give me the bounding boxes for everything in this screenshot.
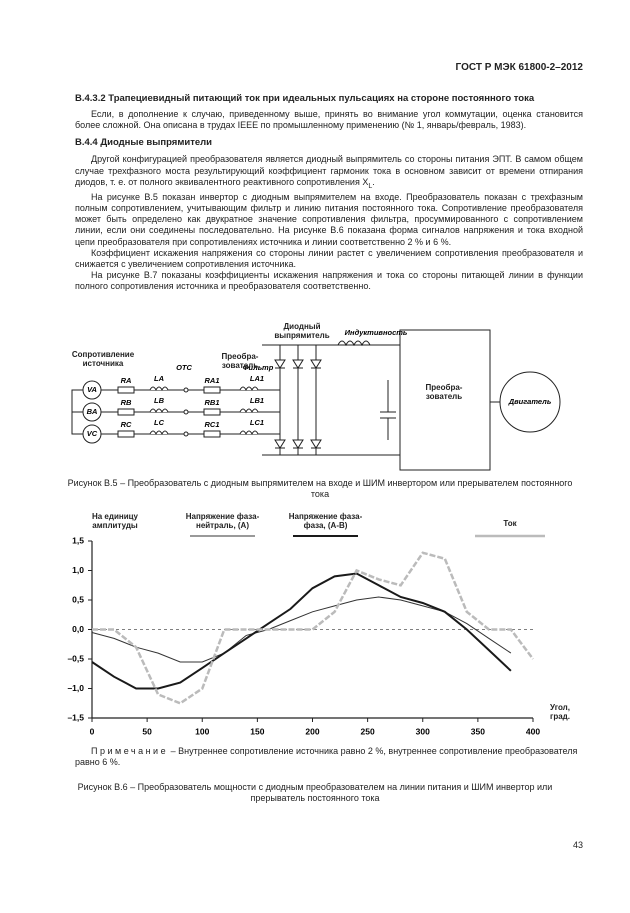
note-text: – Внутреннее сопротивление источника рав… bbox=[75, 746, 578, 768]
wire bbox=[71, 389, 83, 435]
resistor bbox=[117, 430, 135, 438]
label: LA1 bbox=[250, 374, 264, 383]
y-tick-label: 1,5 bbox=[72, 535, 84, 545]
source-label: BA bbox=[87, 407, 98, 416]
diode bbox=[292, 359, 304, 369]
resistor bbox=[117, 408, 135, 416]
inductor bbox=[337, 340, 371, 347]
x-tick-label: 350 bbox=[471, 726, 485, 736]
y-tick-label: –0,5 bbox=[67, 653, 84, 663]
source-label: VA bbox=[87, 385, 97, 394]
diode bbox=[274, 359, 286, 369]
note-label: Примечание bbox=[91, 746, 169, 756]
y-tick-label: 1,0 bbox=[72, 565, 84, 575]
inductor bbox=[239, 386, 259, 392]
motor bbox=[499, 371, 561, 433]
diode bbox=[310, 439, 322, 449]
node bbox=[183, 431, 189, 437]
label: Фильтр bbox=[243, 363, 274, 372]
label: Преобра-зователь bbox=[425, 383, 463, 401]
x-tick-label: 300 bbox=[416, 726, 430, 736]
inductor bbox=[149, 408, 169, 414]
label: RA1 bbox=[204, 376, 219, 385]
label: LC bbox=[154, 418, 165, 427]
header: ГОСТ Р МЭК 61800-2–2012 bbox=[455, 62, 583, 73]
capacitor bbox=[380, 380, 396, 440]
series-line bbox=[91, 572, 512, 690]
source-label: VC bbox=[87, 429, 98, 438]
text: . bbox=[372, 176, 375, 187]
label: RB bbox=[121, 398, 132, 407]
y-tick-label: –1,0 bbox=[67, 683, 84, 693]
legend-label: Напряжение фаза-нейтраль, (А) bbox=[185, 512, 260, 530]
circuit bbox=[71, 329, 561, 471]
series-line bbox=[92, 551, 535, 705]
x-tick-label: 150 bbox=[250, 726, 264, 736]
text: Другой конфигурацией преобразователя явл… bbox=[75, 154, 583, 187]
diode bbox=[310, 359, 322, 369]
diode bbox=[274, 439, 286, 449]
label: Сопротивление источника bbox=[71, 350, 135, 368]
caption: Рисунок В.6 – Преобразователь мощности с… bbox=[77, 782, 553, 804]
label: LC1 bbox=[250, 418, 264, 427]
inductor bbox=[239, 430, 259, 436]
paragraph: На рисунке В.7 показаны коэффициенты иск… bbox=[75, 270, 583, 292]
y-axis-label: На единицу амплитуды bbox=[91, 512, 138, 530]
node bbox=[183, 387, 189, 393]
label: LB1 bbox=[250, 396, 264, 405]
resistor bbox=[203, 408, 221, 416]
diode bbox=[292, 439, 304, 449]
label: LB bbox=[154, 396, 165, 405]
paragraph: Если, в дополнение к случаю, приведенном… bbox=[75, 109, 583, 131]
x-tick-label: 100 bbox=[195, 726, 209, 736]
x-tick-label: 50 bbox=[142, 726, 152, 736]
label: RC1 bbox=[204, 420, 219, 429]
x-tick-label: 0 bbox=[90, 726, 95, 736]
label: Индуктивность bbox=[345, 328, 408, 337]
subscript: L bbox=[368, 182, 373, 190]
label: OTC bbox=[176, 363, 192, 372]
caption: Рисунок В.5 – Преобразователь с диодным … bbox=[67, 478, 573, 500]
x-tick-label: 250 bbox=[361, 726, 375, 736]
page-number: 43 bbox=[572, 840, 583, 850]
label: RC bbox=[121, 420, 132, 429]
resistor bbox=[203, 386, 221, 394]
inductor bbox=[149, 386, 169, 392]
y-tick-label: 0,5 bbox=[72, 594, 84, 604]
label: RB1 bbox=[204, 398, 219, 407]
y-tick-label: –1,5 bbox=[67, 712, 84, 722]
label: Преобра-зователь bbox=[221, 352, 259, 370]
legend-label: Ток bbox=[503, 519, 517, 528]
node bbox=[183, 409, 189, 415]
legend-label: Напряжение фаза-фаза, (А-В) bbox=[288, 512, 363, 530]
paragraph: Другой конфигурацией преобразователя явл… bbox=[75, 154, 583, 191]
paragraph: На рисунке В.5 показан инвертор с диодны… bbox=[75, 191, 583, 247]
x-axis-label: Угол, град. bbox=[550, 703, 570, 721]
paragraph: Коэффициент искажения напряжения со стор… bbox=[75, 247, 583, 270]
heading: В.4.4 Диодные выпрямители bbox=[75, 137, 213, 149]
section: В.4.3.2 Трапециевидный питающий ток при … bbox=[75, 93, 583, 293]
label: Диодный выпрямитель bbox=[274, 322, 330, 340]
label: RA bbox=[121, 376, 132, 385]
resistor bbox=[203, 430, 221, 438]
y-tick-label: 0,0 bbox=[72, 624, 84, 634]
x-tick-label: 400 bbox=[526, 726, 540, 736]
x-tick-label: 200 bbox=[305, 726, 319, 736]
label: LA bbox=[154, 374, 164, 383]
note: Примечание – Внутреннее сопротивление ис… bbox=[75, 746, 583, 768]
bridge bbox=[262, 344, 400, 456]
inductor bbox=[239, 408, 259, 414]
label: Двигатель bbox=[508, 397, 552, 406]
heading: В.4.3.2 Трапециевидный питающий ток при … bbox=[75, 93, 535, 104]
resistor bbox=[117, 386, 135, 394]
inductor bbox=[149, 430, 169, 436]
dc-link bbox=[338, 329, 491, 471]
